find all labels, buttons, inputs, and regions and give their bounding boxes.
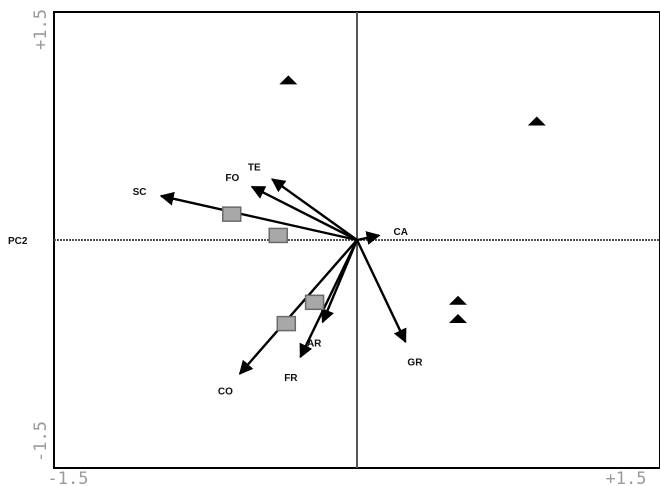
x-tick-left: -1.5 xyxy=(48,469,89,486)
vector-label-sc: SC xyxy=(133,187,147,198)
vector-label-ar: AR xyxy=(307,338,322,349)
vector-te xyxy=(271,178,358,241)
vector-fo xyxy=(250,185,358,242)
triangle-marker xyxy=(449,295,467,305)
loading-vectors: SC FO TE CA GR AR FR CO xyxy=(133,162,424,397)
triangle-marker xyxy=(527,116,546,126)
vector-fr xyxy=(299,239,359,359)
vector-co xyxy=(238,239,358,375)
vector-sc xyxy=(159,191,358,242)
vector-label-gr: GR xyxy=(407,358,423,369)
vector-label-fr: FR xyxy=(284,373,298,384)
square-marker xyxy=(268,227,288,244)
triangle-marker xyxy=(279,75,298,85)
vector-label-ca: CA xyxy=(394,227,408,238)
triangle-markers xyxy=(279,75,546,324)
y-axis-label: PC2 xyxy=(8,236,28,247)
vector-gr xyxy=(355,239,407,344)
vector-ca xyxy=(356,231,381,245)
x-tick-right: +1.5 xyxy=(606,469,647,486)
triangle-marker xyxy=(449,314,467,324)
vector-label-co: CO xyxy=(218,386,233,397)
vector-label-te: TE xyxy=(248,162,261,173)
y-tick-top: +1.5 xyxy=(31,9,51,50)
square-markers xyxy=(222,206,325,332)
y-tick-bottom: -1.5 xyxy=(31,421,51,462)
vector-label-fo: FO xyxy=(225,173,239,184)
square-marker xyxy=(304,294,325,311)
axis-labels: +1.5 -1.5 -1.5 +1.5 PC2 xyxy=(8,9,646,486)
square-marker xyxy=(276,315,297,332)
square-marker xyxy=(222,206,242,222)
